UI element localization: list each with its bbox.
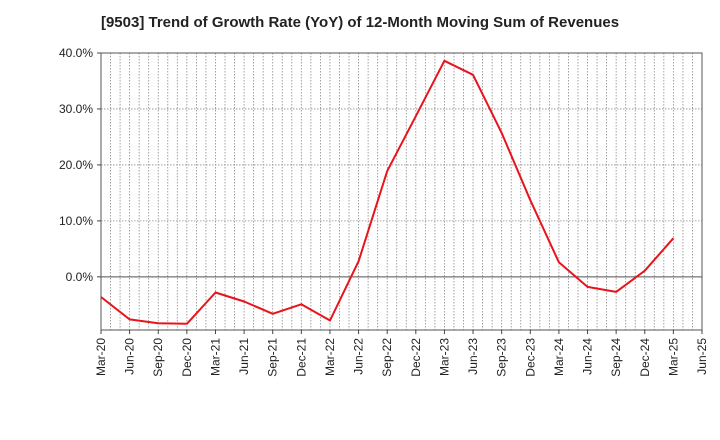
x-tick-label: Jun-24 [581,338,595,375]
x-tick-label: Jun-23 [466,338,480,375]
x-tick-label: Sep-23 [495,338,509,377]
series-line [100,59,675,325]
x-tick-label: Jun-25 [695,338,709,375]
y-tick-label: 40.0% [59,46,93,60]
x-tick-label: Mar-21 [208,338,222,376]
y-tick-label: 0.0% [66,270,94,284]
x-tick-label: Sep-20 [151,338,165,377]
x-tick-label: Sep-24 [609,338,623,377]
x-tick-label: Sep-22 [380,338,394,377]
y-tick-label: 20.0% [59,158,93,172]
y-tick-label: 30.0% [59,102,93,116]
x-tick-label: Dec-20 [180,338,194,377]
x-tick-label: Mar-24 [552,338,566,376]
x-tick-label: Mar-23 [437,338,451,376]
x-tick-label: Mar-22 [323,338,337,376]
x-tick-label: Mar-20 [94,338,108,376]
x-tick-label: Jun-22 [352,338,366,375]
chart-title: [9503] Trend of Growth Rate (YoY) of 12-… [100,14,620,31]
x-tick-label: Dec-22 [409,338,423,377]
x-tick-label: Sep-21 [266,338,280,377]
x-tick-label: Jun-20 [123,338,137,375]
x-tick-label: Dec-24 [638,338,652,377]
x-tick-label: Dec-23 [523,338,537,377]
plot-frame [100,52,703,331]
x-tick-label: Jun-21 [237,338,251,375]
x-tick-label: Mar-25 [666,338,680,376]
plot-area [101,53,702,330]
y-tick-label: 10.0% [59,214,93,228]
x-tick-label: Dec-21 [294,338,308,377]
